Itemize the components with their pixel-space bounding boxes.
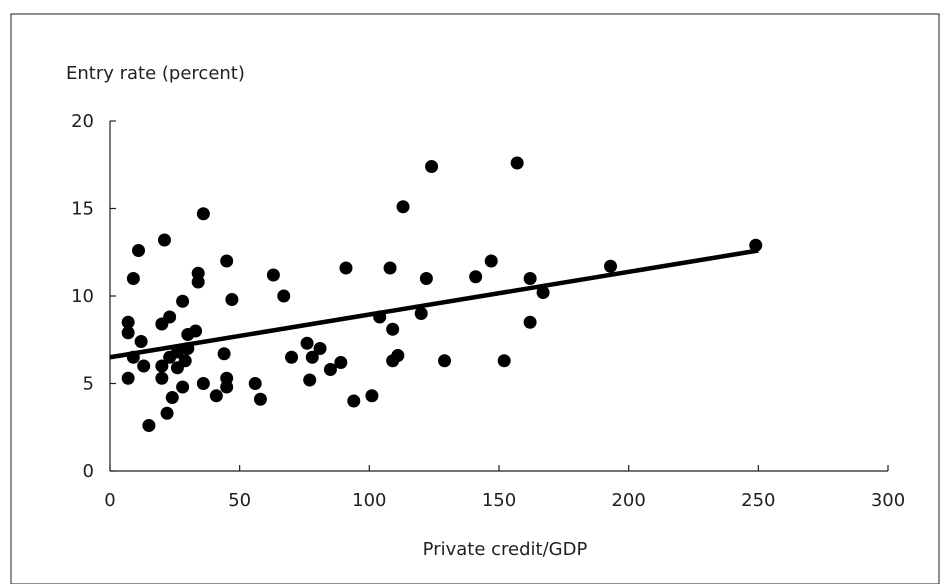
data-point	[391, 349, 405, 362]
data-point	[396, 200, 410, 214]
data-point	[155, 359, 169, 373]
x-tick-label: 0	[104, 490, 115, 511]
data-point	[469, 270, 483, 284]
data-point	[178, 354, 192, 368]
data-point	[220, 371, 234, 385]
data-point	[323, 363, 337, 376]
data-point	[386, 322, 400, 336]
data-point	[132, 244, 146, 257]
data-point	[165, 391, 179, 404]
data-point	[604, 259, 618, 273]
data-point	[419, 272, 433, 285]
data-point	[425, 160, 439, 173]
data-point	[160, 406, 174, 420]
data-points	[121, 156, 763, 432]
data-point	[196, 207, 210, 221]
data-point	[484, 254, 498, 268]
data-point	[303, 373, 317, 387]
x-tick-label: 150	[482, 490, 516, 511]
data-point	[365, 389, 379, 403]
data-point	[536, 286, 550, 299]
trendline	[109, 248, 759, 360]
y-ticks: 0 5 10 15 20	[71, 111, 116, 482]
data-point	[121, 326, 135, 340]
data-point	[121, 315, 135, 329]
x-tick-label: 200	[611, 490, 645, 511]
data-point	[749, 238, 763, 252]
data-point	[217, 347, 231, 361]
data-point	[305, 350, 319, 364]
y-axis-title: Entry rate (percent)	[66, 63, 245, 84]
data-point	[121, 371, 135, 385]
data-point	[510, 156, 524, 170]
data-point	[155, 371, 169, 385]
data-point	[126, 272, 140, 285]
data-point	[414, 307, 428, 320]
y-tick-label: 20	[71, 111, 94, 132]
y-tick-label: 0	[83, 461, 94, 482]
data-point	[523, 272, 537, 285]
y-tick-label: 15	[71, 199, 94, 220]
data-point	[347, 394, 361, 408]
data-point	[157, 233, 171, 247]
data-point	[334, 356, 348, 369]
data-point	[497, 354, 511, 368]
data-point	[300, 336, 314, 350]
x-tick-label: 300	[871, 490, 905, 511]
data-point	[220, 254, 234, 268]
data-point	[134, 335, 148, 348]
data-point	[176, 294, 190, 308]
chart-border	[10, 13, 940, 584]
x-tick-label: 100	[352, 490, 386, 511]
y-tick-label: 5	[83, 374, 94, 395]
data-point	[285, 350, 299, 364]
data-point	[196, 377, 210, 390]
data-point	[209, 389, 223, 403]
data-point	[523, 315, 537, 329]
data-point	[225, 293, 239, 306]
data-point	[339, 261, 353, 275]
data-point	[383, 261, 397, 275]
data-point	[313, 342, 327, 355]
data-point	[191, 266, 205, 280]
data-point	[438, 354, 452, 368]
x-tick-label: 250	[741, 490, 775, 511]
data-point	[266, 268, 280, 282]
data-point	[248, 377, 262, 390]
x-tick-label: 50	[228, 490, 251, 511]
data-point	[277, 289, 291, 303]
data-point	[189, 324, 203, 338]
data-point	[253, 392, 267, 406]
trendline-group	[109, 248, 759, 360]
data-point	[137, 359, 151, 373]
data-point	[142, 419, 156, 432]
data-point	[176, 380, 190, 394]
data-point	[163, 310, 177, 324]
x-axis-title: Private credit/GDP	[423, 539, 588, 560]
x-ticks: 0 50 100 150 200 250 300	[104, 465, 905, 511]
y-tick-label: 10	[71, 286, 94, 307]
